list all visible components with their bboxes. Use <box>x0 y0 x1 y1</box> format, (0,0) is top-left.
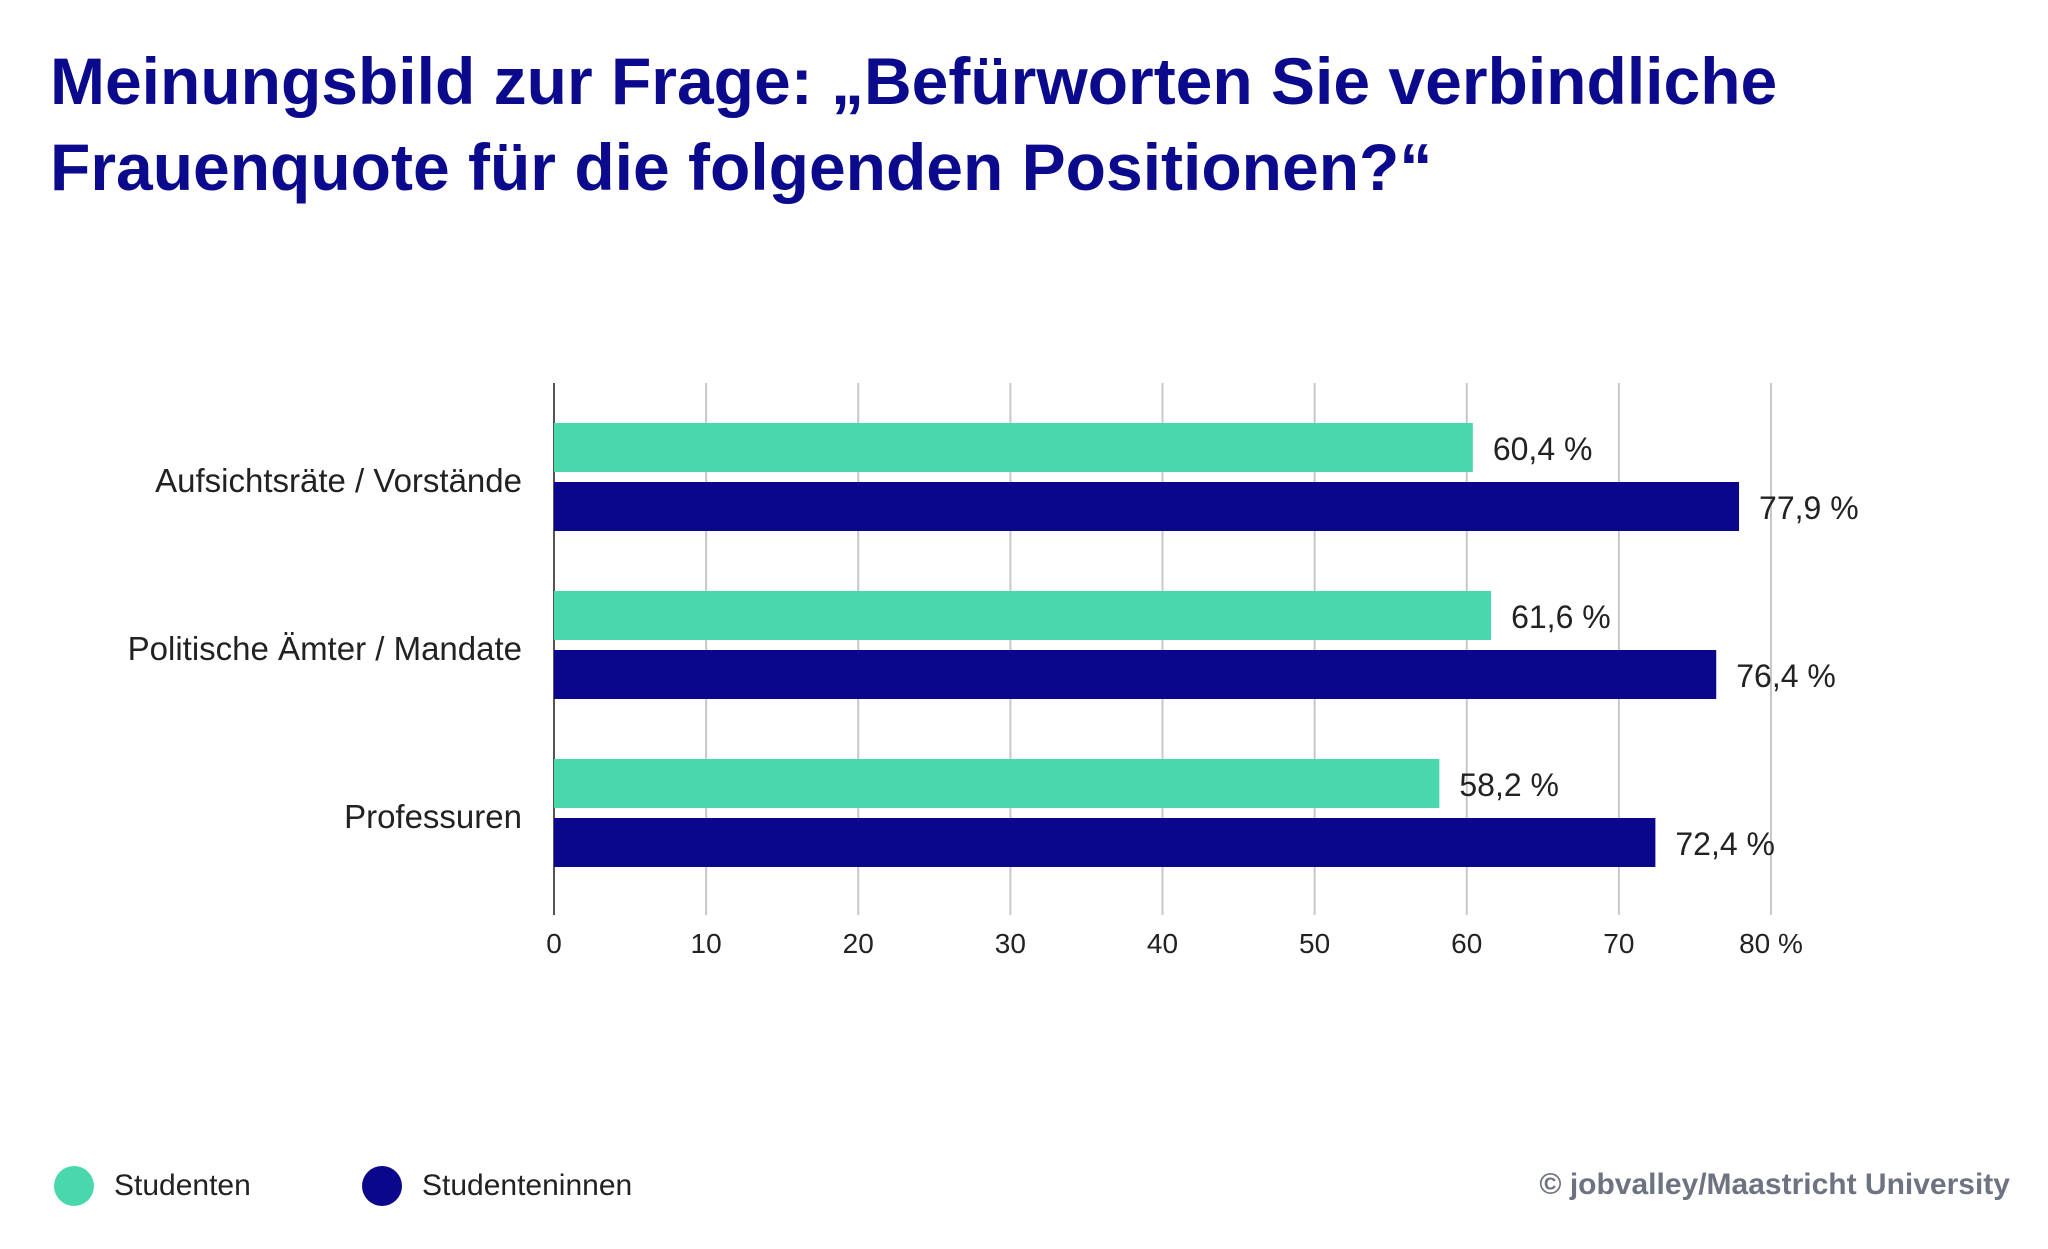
x-tick-label: 20 <box>843 928 874 959</box>
legend-label: Studenten <box>114 1169 251 1202</box>
legend-label: Studenteninnen <box>422 1169 633 1202</box>
bar-studenten <box>554 591 1492 640</box>
data-label: 72,4 % <box>1675 826 1775 862</box>
bar-studenteninnen <box>554 650 1717 699</box>
category-label: Professuren <box>344 798 522 835</box>
x-tick-label: 50 <box>1299 928 1330 959</box>
bar-studenteninnen <box>554 818 1656 867</box>
bar-studenten <box>554 423 1473 472</box>
data-label: 76,4 % <box>1736 658 1836 694</box>
x-tick-label: 40 <box>1147 928 1178 959</box>
source-credit: © jobvalley/Maastricht University <box>1539 1168 2010 1201</box>
data-label: 60,4 % <box>1493 431 1593 467</box>
legend-item-studenteninnen: Studenteninnen <box>362 1166 632 1206</box>
x-tick-label: 60 <box>1451 928 1482 959</box>
x-tick-label: 0 <box>546 928 562 959</box>
bar-studenten <box>554 759 1440 808</box>
legend-swatch-studenten <box>54 1166 94 1206</box>
category-label: Aufsichtsräte / Vorstände <box>155 462 522 499</box>
chart-title: Meinungsbild zur Frage: „Befürworten Sie… <box>50 44 1778 204</box>
data-label: 61,6 % <box>1511 599 1611 635</box>
data-label: 77,9 % <box>1759 490 1859 526</box>
x-tick-label: 80 % <box>1739 928 1803 959</box>
x-tick-label: 30 <box>995 928 1026 959</box>
legend-item-studenten: Studenten <box>54 1166 251 1206</box>
x-tick-label: 70 <box>1603 928 1634 959</box>
x-tick-label: 10 <box>691 928 722 959</box>
legend-swatch-studenteninnen <box>362 1166 402 1206</box>
data-label: 58,2 % <box>1459 767 1559 803</box>
category-label: Politische Ämter / Mandate <box>128 630 522 667</box>
bar-studenteninnen <box>554 482 1740 531</box>
